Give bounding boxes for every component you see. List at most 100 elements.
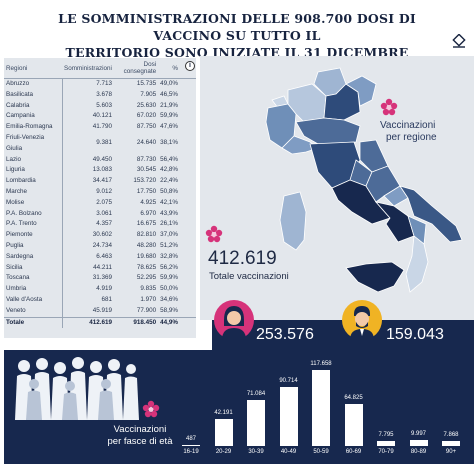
bar-category-label: 20-29 (215, 449, 232, 455)
cell-percent: 49,0% (160, 80, 178, 87)
column-header-administered[interactable]: Somministrazioni (62, 58, 114, 79)
total-vaccinations-label: Totale vaccinazioni (209, 271, 289, 282)
cell-region: Basilicata (4, 89, 63, 101)
region-table: Regioni Somministrazioni Dosi consegnate… (4, 58, 196, 329)
cell-percent: 34,6% (160, 295, 178, 303)
table-row[interactable]: Valle d'Aosta 681 1.970 34,6% (4, 294, 196, 306)
bar-value-label: 90.714 (279, 378, 298, 385)
cell-percent: 21,9% (160, 101, 178, 109)
bar-value-label: 7.795 (378, 431, 394, 438)
flower-icon (205, 225, 223, 243)
cell-administered: 41.790 (92, 123, 112, 131)
age-bar[interactable] (182, 444, 200, 446)
cell-region: Lazio (4, 154, 63, 166)
cell-region: Umbria (4, 284, 63, 295)
cell-percent: 58,9% (160, 306, 178, 314)
cell-percent: 50,8% (160, 187, 178, 195)
table-row[interactable]: Puglia 24.734 48.280 51,2% (4, 240, 196, 252)
info-icon[interactable]: i (185, 61, 195, 71)
table-row[interactable]: Campania 40.121 67.020 59,9% (4, 111, 196, 123)
cell-percent: 47,6% (160, 123, 178, 131)
table-row[interactable]: P.A. Bolzano 3.061 6.970 43,9% (4, 208, 196, 220)
cell-region: Calabria (4, 100, 63, 112)
cell-delivered: 24.640 (136, 139, 157, 147)
cell-region: Piemonte (4, 230, 63, 241)
map-region-campania[interactable] (374, 201, 415, 243)
map-region-sardegna[interactable] (279, 191, 307, 251)
table-row[interactable]: Toscana 31.369 52.295 59,9% (4, 273, 196, 285)
column-header-region[interactable]: Regioni (4, 58, 62, 79)
eraser-icon[interactable] (452, 34, 466, 48)
female-avatar (214, 300, 254, 340)
age-bar[interactable] (312, 370, 330, 446)
cell-administered: 3.678 (96, 90, 112, 98)
table-row[interactable]: Lazio 49.450 87.730 56,4% (4, 154, 196, 166)
age-bar[interactable] (377, 440, 395, 446)
cell-percent: 50,0% (160, 285, 178, 293)
cell-delivered: 9.835 (140, 285, 157, 293)
table-row[interactable]: Piemonte 30.602 82.810 37,0% (4, 230, 196, 241)
cell-region: Friuli-Venezia Giulia (4, 132, 63, 155)
table-row[interactable]: Umbria 4.919 9.835 50,0% (4, 284, 196, 295)
age-bar[interactable] (409, 439, 428, 446)
age-bar[interactable] (279, 387, 298, 446)
cell-delivered: 1.970 (140, 295, 157, 303)
age-bar[interactable] (344, 404, 363, 446)
map-label-line-2: per regione (386, 132, 437, 143)
page-title: LE SOMMINISTRAZIONI DELLE 908.700 DOSI D… (40, 10, 434, 61)
cell-percent: 26,1% (160, 220, 178, 228)
table-row[interactable]: Emilia-Romagna 41.790 87.750 47,6% (4, 122, 196, 133)
column-header-delivered[interactable]: Dosi consegnate (113, 58, 159, 79)
table-row[interactable]: Calabria 5.603 25.630 21,9% (4, 100, 196, 112)
table-row[interactable]: Basilicata 3.678 7.905 46,5% (4, 89, 196, 101)
table-row[interactable]: Sardegna 6.463 19.680 32,8% (4, 251, 196, 263)
cell-percent: 56,4% (160, 155, 178, 163)
cell-administered: 5.603 (96, 101, 112, 109)
table-row[interactable]: Veneto 45.919 77.900 58,9% (4, 305, 196, 318)
cell-region: Lombardia (4, 176, 63, 187)
bar-value-label: 71.084 (246, 391, 266, 398)
man-icon (350, 306, 374, 340)
table-row[interactable]: Molise 2.075 4.925 42,1% (4, 197, 196, 209)
cell-delivered: 6.970 (140, 209, 157, 217)
table-row[interactable]: Abruzzo 7.713 15.735 49,0% (4, 78, 196, 90)
table-row[interactable]: Friuli-Venezia Giulia 9.381 24.640 38,1% (4, 132, 196, 155)
cell-delivered: 67.020 (136, 112, 157, 120)
cell-delivered: 15.735 (136, 80, 157, 87)
map-region-sicilia[interactable] (345, 261, 405, 293)
age-bar[interactable] (247, 400, 265, 446)
bar-category-label: 50-59 (313, 449, 329, 455)
table-row[interactable]: Lombardia 34.417 153.720 22,4% (4, 176, 196, 187)
region-table-panel: Regioni Somministrazioni Dosi consegnate… (4, 58, 196, 338)
total-cell-administered: 412.619 (62, 316, 114, 329)
bar-category-label: 80-89 (410, 449, 427, 455)
table-row[interactable]: Marche 9.012 17.750 50,8% (4, 186, 196, 198)
cell-percent: 51,2% (160, 241, 178, 249)
title-line-1: LE SOMMINISTRAZIONI DELLE 908.700 DOSI D… (58, 11, 416, 43)
map-region-puglia[interactable] (399, 185, 463, 243)
cell-administered: 681 (101, 295, 112, 303)
map-label-line-1: Vaccinazioni (380, 120, 436, 131)
cell-percent: 43,9% (160, 209, 178, 217)
cell-delivered: 16.675 (136, 220, 157, 228)
map-region-emilia-romagna[interactable] (295, 117, 361, 145)
age-bar[interactable] (214, 418, 233, 446)
map-region-calabria[interactable] (405, 235, 429, 293)
male-vaccinations-value: 159.043 (386, 326, 444, 343)
map-region-friuli[interactable] (345, 75, 377, 107)
table-row[interactable]: Liguria 13.083 30.545 42,8% (4, 165, 196, 177)
cell-delivered: 17.750 (136, 187, 157, 195)
table-row[interactable]: P.A. Trento 4.357 16.675 26,1% (4, 219, 196, 231)
bar-value-label: 9.997 (410, 430, 426, 437)
age-bar[interactable] (442, 440, 460, 446)
cell-administered: 40.121 (92, 112, 112, 120)
bar-value-label: 64.825 (344, 395, 363, 402)
cell-percent: 22,4% (160, 177, 178, 185)
bar-category-label: 16-19 (183, 449, 199, 455)
bar-category-label: 30-39 (248, 449, 264, 455)
table-row[interactable]: Sicilia 44.211 78.625 56,2% (4, 262, 196, 274)
cell-region: Sicilia (4, 262, 63, 274)
cell-administered: 31.369 (92, 274, 112, 282)
cell-region: Marche (4, 186, 63, 198)
total-cell-delivered: 918.450 (113, 316, 159, 329)
